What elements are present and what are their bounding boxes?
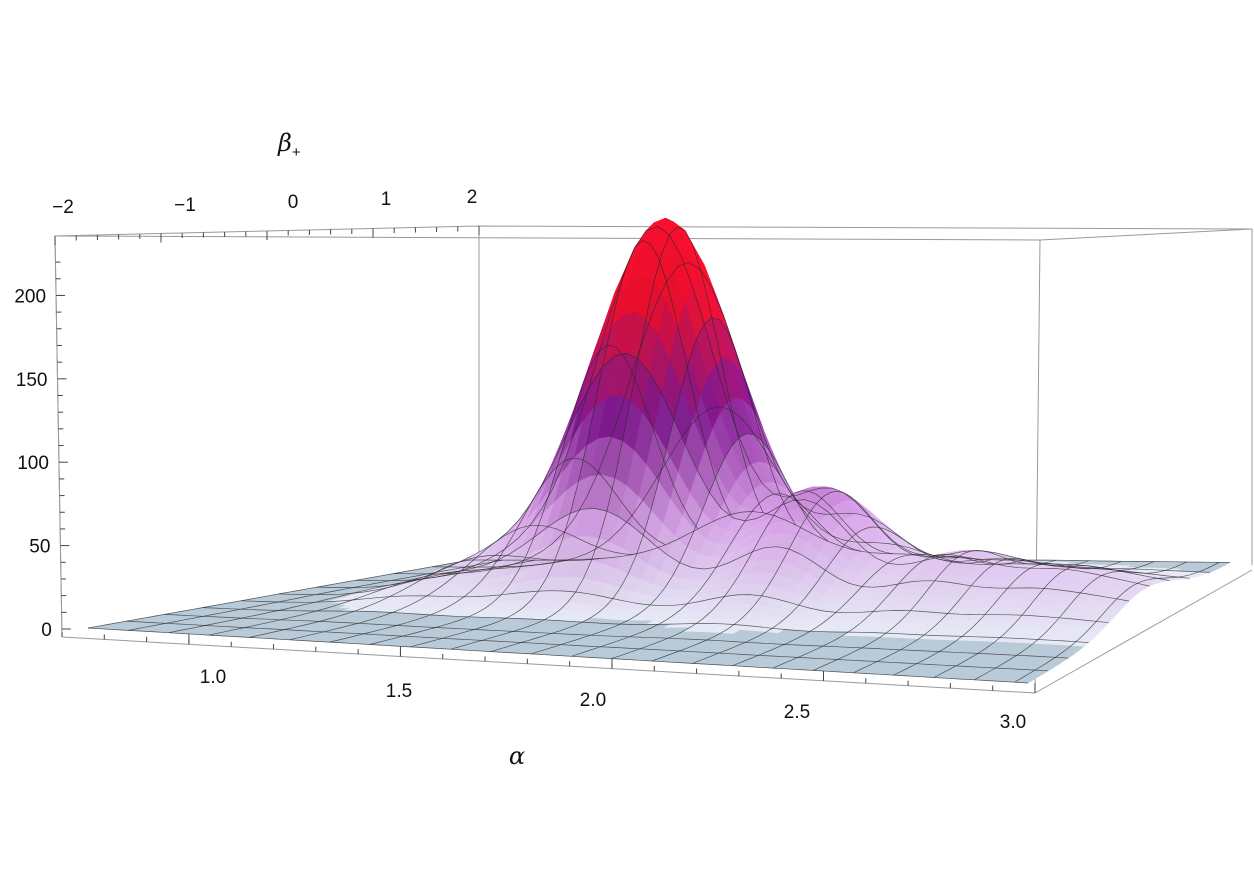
box-left-vertical-edge	[54, 235, 63, 638]
mesh-line-alpha	[202, 607, 1089, 643]
mesh-line-beta	[168, 559, 536, 634]
z-tick-label: 150	[16, 370, 48, 391]
surface	[87, 217, 1231, 684]
x-tick-label: 2.0	[580, 690, 606, 711]
box-right-top-edge	[1039, 228, 1253, 241]
mesh-line-beta	[369, 344, 699, 645]
box-top-front-edge	[54, 235, 1041, 241]
mesh-line-beta	[208, 559, 568, 636]
mesh-line-alpha	[164, 614, 1069, 659]
x-tick-label: 3.0	[1000, 712, 1026, 733]
mesh-line-beta	[87, 559, 471, 629]
mesh-line-beta	[410, 239, 731, 648]
x-tick-label: 2.5	[784, 702, 810, 723]
z-tick-label: 50	[29, 537, 50, 558]
mesh-line-beta	[249, 555, 601, 638]
mesh-line-beta	[571, 493, 861, 657]
mesh-line-alpha	[87, 627, 1029, 684]
mesh-line-beta	[812, 550, 1057, 671]
y-tick-label: 0	[288, 192, 299, 213]
y-tick-label: −2	[52, 197, 74, 218]
y-axis-label-symbol: β	[277, 129, 292, 157]
y-tick-label: 1	[381, 189, 392, 210]
mesh-line-beta	[329, 457, 666, 643]
y-axis-label: β+	[277, 129, 301, 161]
y-axis-label-subscript: +	[292, 144, 301, 161]
mesh-line-beta	[450, 226, 764, 650]
z-tick-label: 100	[17, 453, 49, 474]
mesh-line-beta	[490, 317, 797, 652]
box-bottom-right-edge	[1034, 569, 1253, 694]
mesh-line-beta	[893, 560, 1122, 676]
y-tick-label: −1	[174, 195, 196, 216]
mesh-line-beta	[530, 433, 829, 655]
mesh-line-beta	[128, 559, 503, 631]
mesh-line-beta	[933, 561, 1155, 678]
mesh-line-alpha	[431, 406, 1210, 573]
mesh-line-beta	[1014, 562, 1220, 683]
x-axis-label: α	[509, 742, 525, 770]
mesh-line-beta	[974, 561, 1187, 681]
z-tick-label: 200	[14, 286, 46, 307]
x-tick-label: 1.5	[386, 681, 412, 702]
mesh-line-alpha	[240, 590, 1109, 624]
y-tick-label: 2	[467, 187, 478, 208]
z-tick-label: 0	[41, 620, 52, 641]
mesh-line-beta	[651, 490, 927, 662]
mesh-line-beta	[289, 524, 633, 641]
bounding-box-front	[54, 235, 1253, 694]
mesh-line-beta	[853, 557, 1090, 674]
mesh-line-beta	[732, 554, 992, 667]
axis-ticks: 0 50 100 150 200 1.0 1.5 2.0 2.5 3.0 −2 −1 0 1 2	[14, 187, 1036, 733]
box-bottom-front-edge	[61, 636, 1036, 694]
mesh-line-beta	[772, 553, 1024, 669]
mesh-line-beta	[692, 526, 959, 664]
x-tick-label: 1.0	[200, 667, 226, 688]
mesh-line-alpha	[126, 620, 1049, 672]
mesh-line-beta	[611, 490, 894, 659]
